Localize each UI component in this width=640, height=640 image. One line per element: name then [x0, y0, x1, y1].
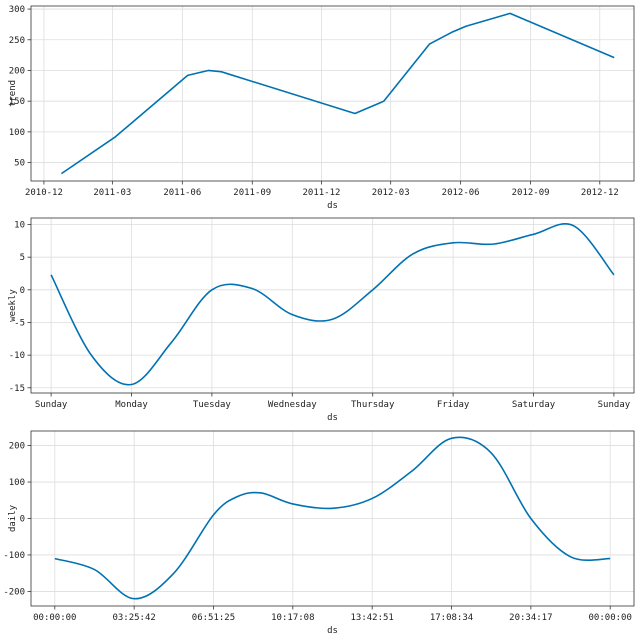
trend-x-tick-label: 2011-06	[163, 188, 201, 198]
daily-x-tick-label: 06:51:25	[192, 613, 235, 623]
daily-x-tick-label: 20:34:17	[509, 613, 552, 623]
daily-y-tick-label: 0	[20, 515, 25, 525]
trend-y-tick-label: 250	[9, 36, 25, 46]
trend-x-tick-label: 2012-12	[581, 188, 619, 198]
trend-x-tick-label: 2011-09	[233, 188, 271, 198]
daily-y-tick-label: -200	[3, 587, 25, 597]
daily-x-tick-label: 00:00:00	[589, 613, 632, 623]
daily-y-tick-label: 100	[9, 478, 25, 488]
daily-x-tick-label: 00:00:00	[33, 613, 76, 623]
weekly-x-tick-label: Saturday	[512, 400, 556, 410]
daily-x-tick-label: 17:08:34	[430, 613, 473, 623]
weekly-panel: Sunday Monday Tuesday Wednesday Thursday Frid…	[8, 217, 635, 423]
daily-x-tick-label: 10:17:08	[271, 613, 314, 623]
daily-y-axis-label: daily	[8, 504, 18, 532]
daily-x-axis-label: ds	[327, 626, 338, 636]
weekly-plot-frame	[30, 217, 635, 394]
weekly-y-tick-label: 5	[20, 253, 25, 263]
trend-x-axis-label: ds	[327, 201, 338, 211]
daily-series-line	[54, 436, 611, 600]
daily-x-tick-label: 13:42:51	[350, 613, 393, 623]
trend-x-tick-label: 2012-03	[372, 188, 410, 198]
trend-x-tick-label: 2011-03	[93, 188, 131, 198]
weekly-y-axis-label: weekly	[8, 289, 18, 322]
trend-y-tick-label: 100	[9, 128, 25, 138]
trend-y-tick-label: 300	[9, 5, 25, 15]
trend-series-line	[60, 12, 615, 175]
weekly-x-tick-label: Sunday	[35, 400, 68, 410]
weekly-y-tick-label: -10	[9, 351, 25, 361]
weekly-x-axis-label: ds	[327, 413, 338, 423]
daily-y-tick-label: 200	[9, 442, 25, 452]
weekly-x-tick-label: Wednesday	[268, 400, 317, 410]
trend-x-tick-label: 2012-09	[512, 188, 550, 198]
weekly-series-line	[50, 223, 615, 386]
weekly-y-tick-label: 0	[20, 286, 25, 296]
trend-panel: 2010-12 2011-03 2011-06 2011-09 2011-12 2012-…	[8, 5, 635, 211]
weekly-y-tick-label: -5	[14, 318, 25, 328]
trend-y-axis-label: trend	[8, 80, 18, 107]
daily-panel: 00:00:00 03:25:42 06:51:25 10:17:08 13:42:51…	[3, 430, 635, 636]
weekly-y-tick-label: -15	[9, 384, 25, 394]
daily-x-tick-label: 03:25:42	[112, 613, 155, 623]
weekly-x-tick-label: Friday	[437, 400, 470, 410]
trend-x-tick-label: 2011-12	[303, 188, 341, 198]
trend-y-tick-label: 50	[14, 159, 25, 169]
trend-x-tick-label: 2010-12	[25, 188, 63, 198]
weekly-y-tick-label: 10	[14, 221, 25, 231]
trend-x-tick-label: 2012-06	[442, 188, 480, 198]
trend-y-tick-label: 150	[9, 97, 25, 107]
trend-plot-frame	[30, 5, 635, 182]
weekly-x-tick-label: Monday	[115, 400, 148, 410]
trend-y-tick-label: 200	[9, 66, 25, 76]
weekly-x-tick-label: Thursday	[351, 400, 395, 410]
weekly-x-tick-label: Sunday	[598, 400, 631, 410]
weekly-x-tick-label: Tuesday	[193, 400, 232, 410]
daily-y-tick-label: -100	[3, 551, 25, 561]
